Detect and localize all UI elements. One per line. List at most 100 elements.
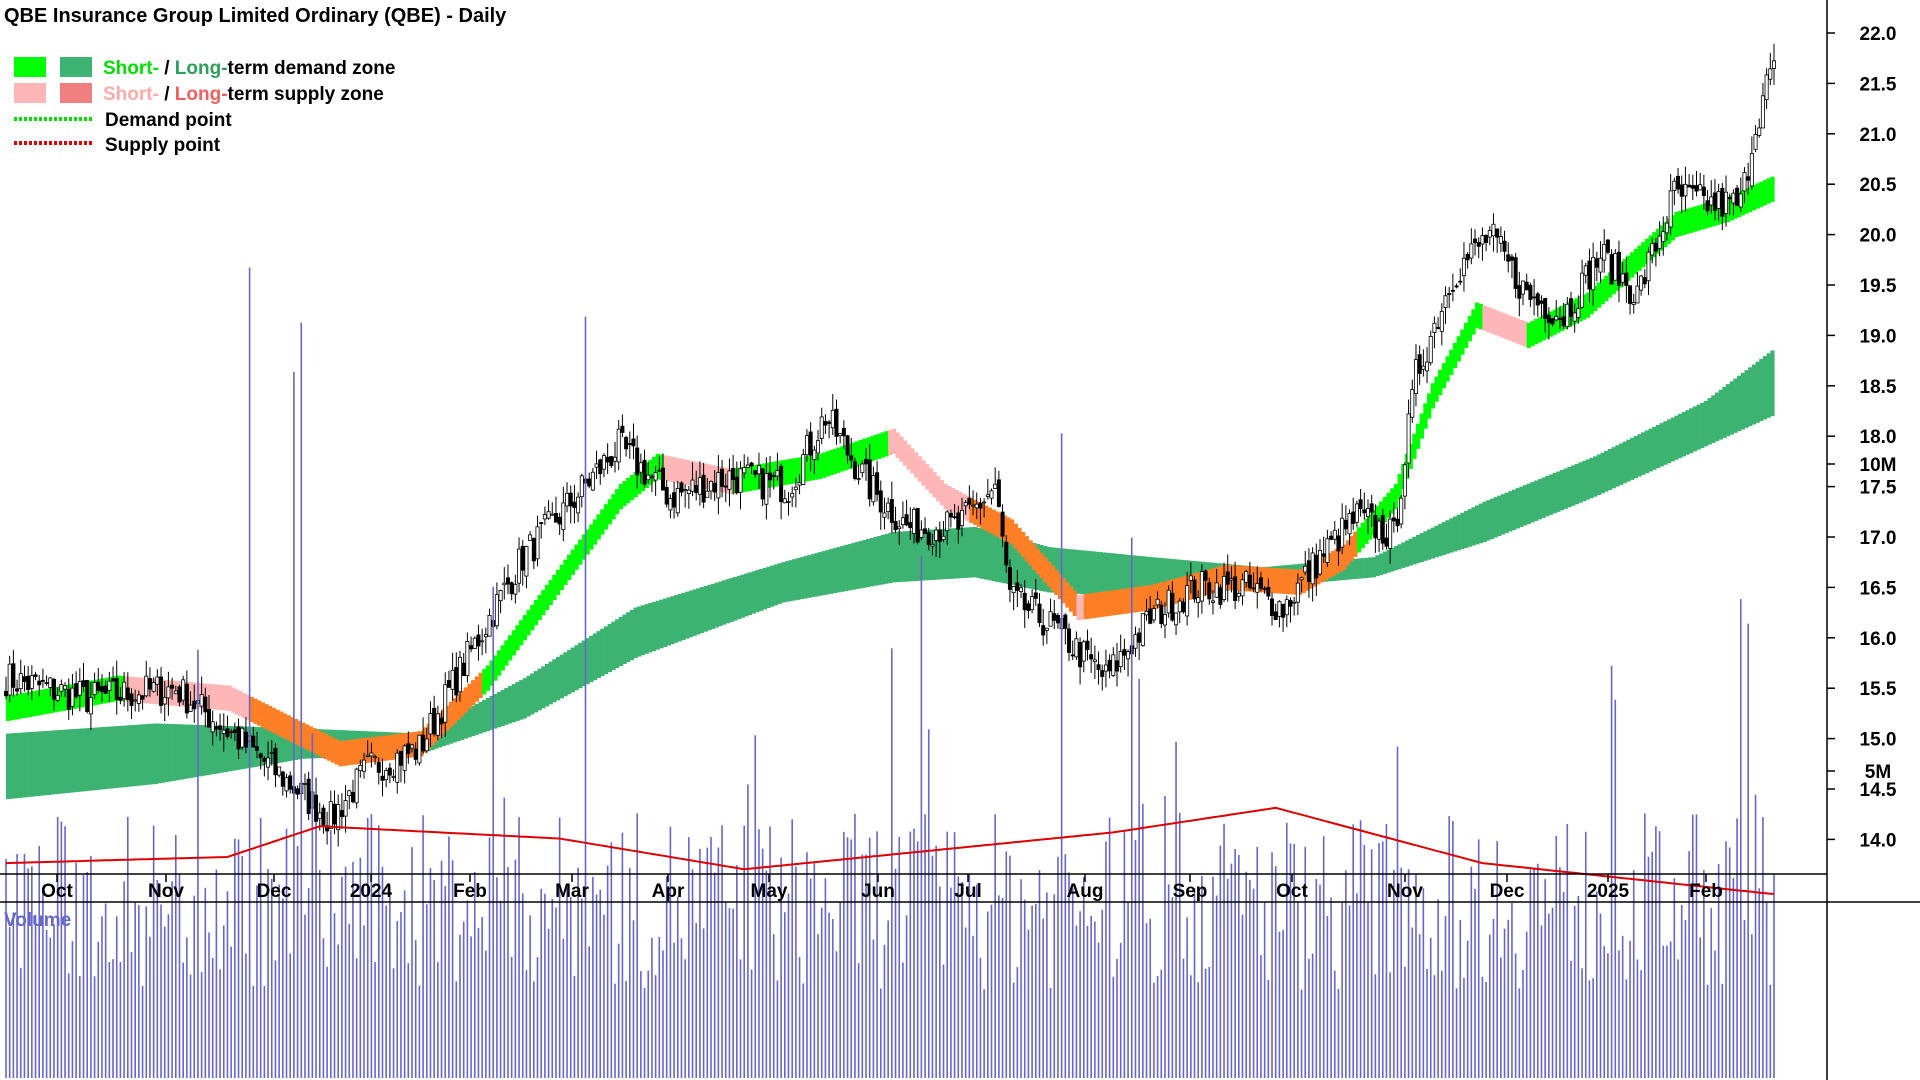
candle-body (672, 492, 677, 508)
short-zone-segment (471, 680, 476, 706)
short-zone-segment (216, 684, 221, 710)
long-zone-segment (161, 723, 166, 783)
short-zone-segment (153, 678, 158, 705)
long-zone-segment (1109, 553, 1114, 596)
short-zone-segment (1065, 582, 1070, 608)
candle-body (1022, 592, 1027, 611)
candle-body (638, 462, 643, 473)
long-zone-segment (1689, 408, 1694, 453)
long-zone-segment (880, 534, 886, 585)
short-zone-segment (1035, 548, 1041, 574)
candle-body (1653, 242, 1658, 252)
long-zone-segment (854, 542, 860, 590)
long-zone-segment (792, 559, 797, 601)
short-zone-segment (788, 458, 793, 485)
candle-body (867, 459, 872, 500)
short-zone-segment (519, 620, 524, 646)
candle-body (1240, 579, 1245, 597)
long-zone-segment (31, 731, 37, 797)
candle-body (565, 492, 570, 507)
long-zone-segment (1061, 548, 1066, 594)
long-zone-segment (814, 553, 819, 597)
long-zone-segment (256, 727, 262, 767)
candle-body (801, 454, 806, 485)
candle-body (288, 775, 293, 790)
candle-body (487, 614, 492, 637)
short-zone-segment (1471, 309, 1476, 335)
candle-body (266, 757, 271, 768)
short-zone-segment (884, 431, 889, 457)
candle-body (793, 486, 798, 491)
candle-body (328, 801, 333, 830)
long-zone-segment (803, 556, 808, 599)
x-tick-label: Dec (1490, 881, 1525, 902)
candle-body (1506, 254, 1511, 262)
candle-body (1410, 389, 1415, 418)
long-zone-segment (1611, 447, 1616, 489)
candle-body (620, 425, 625, 433)
long-zone-segment (242, 726, 247, 769)
long-zone-segment (1700, 402, 1705, 448)
long-zone-segment (1445, 520, 1450, 554)
candle-body (838, 433, 843, 437)
candle-body (1469, 243, 1474, 259)
long-zone-segment (113, 726, 118, 789)
short-zone-segment (570, 549, 576, 575)
short-zone-segment (1006, 517, 1011, 543)
candle-body (277, 766, 282, 776)
long-zone-segment (1504, 492, 1509, 533)
candle-body (830, 409, 835, 429)
long-zone-segment (1692, 406, 1698, 452)
x-tick-label: Oct (41, 881, 73, 902)
y-tick-label: 18.0 (1860, 427, 1897, 448)
long-zone-segment (190, 724, 195, 778)
short-zone-segment (858, 439, 863, 466)
short-zone-segment (1707, 202, 1712, 228)
long-zone-segment (537, 668, 542, 711)
candle-body (971, 504, 976, 507)
short-zone-segment (810, 455, 815, 481)
short-zone-segment (1582, 294, 1587, 320)
candle-body (889, 499, 894, 523)
short-zone-segment (386, 735, 391, 761)
long-zone-segment (1460, 512, 1465, 550)
long-zone-segment (958, 527, 963, 579)
candle-body (1580, 272, 1585, 308)
candle-body (1196, 597, 1201, 603)
long-zone-segment (1102, 552, 1107, 596)
short-zone-segment (467, 683, 472, 709)
short-zone-segment (1021, 531, 1026, 558)
short-zone-segment (127, 676, 133, 702)
long-zone-segment (685, 591, 690, 639)
short-zone-segment (1349, 535, 1354, 562)
short-zone-segment (1397, 474, 1402, 500)
candle-body (598, 459, 603, 475)
candle-body (959, 509, 964, 527)
short-zone-segment (1463, 322, 1469, 348)
short-zone-segment (31, 691, 37, 717)
candle-body (1760, 95, 1765, 129)
long-zone-segment (578, 642, 583, 689)
short-zone-segment (485, 665, 491, 691)
long-zone-segment (943, 528, 948, 580)
candle-body (882, 512, 887, 518)
candle-body (1303, 565, 1308, 573)
candle-body (1399, 497, 1404, 525)
candle-body (1222, 575, 1227, 600)
long-zone-segment (611, 621, 616, 671)
short-zone-segment (633, 471, 638, 498)
short-zone-segment (1172, 578, 1177, 605)
long-zone-segment (124, 725, 129, 787)
long-zone-segment (1766, 353, 1771, 418)
candle-body (1255, 583, 1260, 593)
candle-body (1351, 511, 1356, 524)
price-y-axis: 22.0 21.5 21.0 20.5 20.0 19.5 19.0 18.5 18.0 17.5… (1827, 24, 1897, 851)
short-zone-segment (1120, 588, 1125, 615)
candle-body (498, 589, 503, 602)
short-zone-segment (1534, 319, 1539, 345)
long-zone-segment (910, 530, 915, 582)
candle-body (395, 752, 400, 783)
candle-body (1550, 318, 1555, 325)
candle-body (1203, 570, 1208, 581)
short-zone-segment (862, 438, 867, 464)
